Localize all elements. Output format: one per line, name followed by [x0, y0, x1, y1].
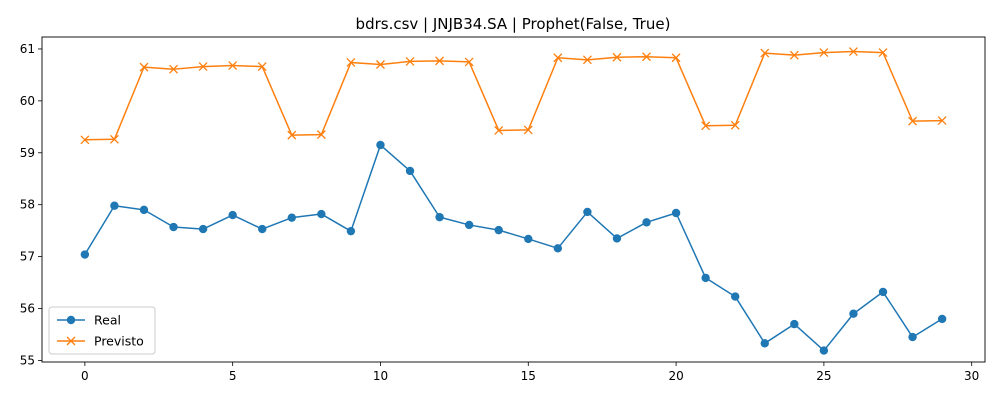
legend-marker-real [66, 315, 76, 325]
data-point-real [612, 234, 622, 243]
data-point-real [317, 209, 326, 219]
data-point-previsto [405, 56, 415, 66]
data-point-previsto [80, 135, 90, 145]
data-point-previsto [464, 57, 474, 67]
x-tick-label: 15 [521, 369, 536, 383]
y-axis: 55 56 57 58 59 60 61 [20, 42, 42, 367]
data-point-real [878, 287, 888, 297]
data-point-previsto [494, 125, 504, 135]
data-point-previsto [139, 62, 149, 72]
data-point-previsto [553, 53, 563, 63]
y-tick-label: 59 [20, 146, 35, 160]
data-point-real [494, 225, 503, 235]
data-point-real [258, 224, 267, 234]
data-point-real [524, 234, 533, 244]
data-point-previsto [435, 56, 445, 66]
data-point-previsto [878, 48, 888, 58]
legend-label-previsto: Previsto [94, 334, 144, 349]
data-point-real [671, 208, 681, 218]
data-point-real [731, 292, 740, 301]
data-point-previsto [789, 50, 799, 60]
data-point-previsto [937, 116, 947, 126]
data-point-real [701, 273, 710, 283]
x-tick-label: 0 [81, 369, 89, 383]
series-line-real [84, 144, 943, 352]
data-point-real [376, 140, 385, 150]
data-point-real [405, 166, 415, 176]
data-point-previsto [819, 48, 829, 58]
data-point-previsto [287, 130, 297, 140]
data-point-real [228, 210, 237, 220]
data-point-previsto [346, 57, 356, 67]
data-point-real [908, 332, 917, 342]
data-point-previsto [228, 61, 238, 71]
data-point-previsto [582, 55, 592, 65]
data-point-previsto [376, 60, 385, 69]
data-point-real [80, 250, 90, 259]
data-point-previsto [612, 52, 622, 62]
data-point-real [790, 319, 799, 329]
x-tick-label: 30 [964, 369, 979, 383]
y-tick-label: 58 [20, 198, 35, 212]
data-point-previsto [109, 134, 119, 144]
data-point-real [346, 226, 356, 236]
data-point-previsto [642, 52, 651, 62]
data-point-real [464, 220, 474, 230]
legend-box [48, 306, 156, 355]
chart-title: bdrs.csv | JNJB34.SA | Prophet(False, Tr… [356, 15, 671, 33]
data-point-real [760, 339, 769, 348]
x-tick-label: 25 [816, 369, 831, 383]
legend: Real Previsto [48, 306, 156, 355]
data-point-previsto [730, 120, 740, 130]
data-point-real [583, 207, 592, 217]
data-point-real [169, 222, 178, 232]
x-tick-label: 10 [373, 369, 388, 383]
data-point-real [553, 244, 563, 253]
data-point-previsto [523, 125, 533, 135]
plot-area [80, 47, 947, 355]
data-point-previsto [848, 47, 858, 56]
data-point-real [110, 201, 119, 210]
data-point-real [849, 309, 858, 318]
data-point-previsto [908, 116, 918, 126]
data-point-real [937, 314, 947, 324]
data-point-previsto [760, 48, 770, 58]
series-line-previsto [84, 50, 943, 141]
legend-label-real: Real [94, 313, 121, 328]
data-point-real [642, 218, 651, 227]
x-tick-label: 5 [229, 369, 237, 383]
y-tick-label: 61 [20, 42, 35, 56]
data-point-previsto [701, 121, 711, 131]
y-tick-label: 60 [20, 94, 35, 108]
y-tick-label: 57 [20, 250, 35, 264]
data-point-previsto [169, 64, 179, 74]
legend-marker-previsto [66, 336, 76, 346]
data-point-real [435, 212, 444, 222]
data-point-real [819, 346, 829, 355]
x-axis: 0 5 10 15 20 25 30 [81, 362, 979, 383]
y-tick-label: 56 [20, 302, 35, 316]
y-tick-label: 55 [20, 353, 35, 367]
data-point-real [287, 213, 296, 222]
data-point-previsto [198, 62, 208, 72]
x-tick-label: 20 [668, 369, 683, 383]
data-point-real [198, 224, 208, 234]
data-point-previsto [671, 53, 681, 63]
data-point-previsto [316, 130, 326, 140]
plot-frame [41, 36, 986, 363]
data-point-real [139, 205, 149, 215]
data-point-previsto [257, 62, 267, 72]
